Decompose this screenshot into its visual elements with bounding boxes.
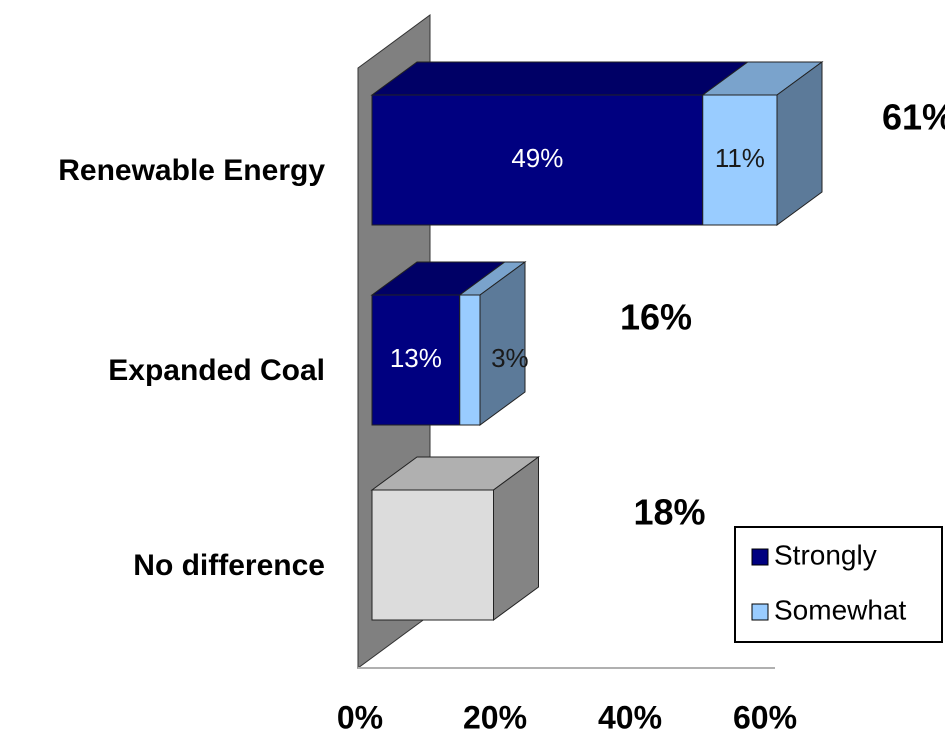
bar (702, 94, 778, 226)
x-tick-label: 20% (463, 699, 527, 735)
legend-label: Somewhat (774, 594, 907, 625)
x-tick-label: 40% (598, 699, 662, 735)
category-label: No difference (133, 549, 325, 582)
data-label: 13% (390, 343, 442, 373)
category-label: Expanded Coal (108, 354, 325, 387)
legend-label: Strongly (774, 539, 877, 570)
bar-top (370, 61, 750, 96)
x-tick-label: 60% (733, 699, 797, 735)
bar (371, 294, 461, 426)
legend-box (734, 526, 943, 643)
total-label: 16% (620, 297, 692, 338)
bar (371, 94, 704, 226)
total-label: 61% (882, 97, 945, 138)
x-tick-label: 0% (337, 699, 383, 735)
total-label: 18% (634, 492, 706, 533)
bar (371, 489, 494, 621)
bar (459, 294, 481, 426)
legend-swatch (751, 603, 769, 621)
data-label: 49% (511, 143, 563, 173)
data-label: 3% (491, 343, 529, 373)
legend-swatch (751, 548, 769, 566)
category-label: Renewable Energy (58, 154, 325, 187)
data-label: 11% (715, 143, 765, 173)
